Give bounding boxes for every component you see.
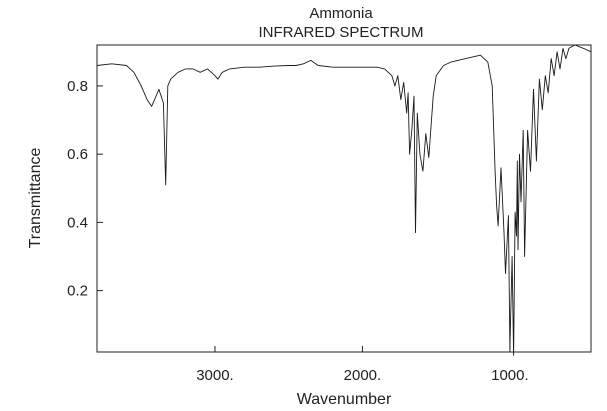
y-tick-label: 0.2 [67,283,88,300]
x-tick-label: 3000. [196,367,234,384]
chart-title: Ammonia [309,5,373,22]
x-tick-label: 1000. [491,367,529,384]
y-tick-label: 0.6 [67,146,88,163]
spectrum-line [96,44,592,356]
y-tick-label: 0.8 [67,78,88,95]
y-axis-ticks: 0.8 0.6 0.4 0.2 [67,78,103,300]
x-axis-ticks: 3000. 2000. 1000. [196,346,529,384]
y-tick-label: 0.4 [67,214,88,231]
chart-subtitle: INFRARED SPECTRUM [258,24,423,41]
x-tick-label: 2000. [344,367,382,384]
x-axis-label: Wavenumber [297,391,392,408]
plot-frame [96,44,592,353]
y-axis-label: Transmittance [27,148,44,249]
